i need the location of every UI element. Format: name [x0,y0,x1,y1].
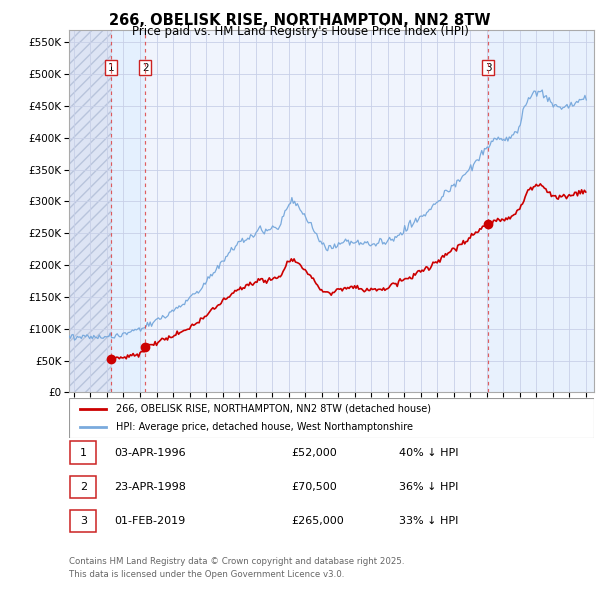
Text: 36% ↓ HPI: 36% ↓ HPI [399,482,458,491]
Text: 3: 3 [80,516,87,526]
Text: 33% ↓ HPI: 33% ↓ HPI [399,516,458,526]
Text: 23-APR-1998: 23-APR-1998 [114,482,186,491]
Text: Contains HM Land Registry data © Crown copyright and database right 2025.
This d: Contains HM Land Registry data © Crown c… [69,557,404,579]
Text: 266, OBELISK RISE, NORTHAMPTON, NN2 8TW: 266, OBELISK RISE, NORTHAMPTON, NN2 8TW [109,13,491,28]
Text: 03-APR-1996: 03-APR-1996 [114,448,185,457]
Text: 40% ↓ HPI: 40% ↓ HPI [399,448,458,457]
Text: 1: 1 [80,448,87,457]
Text: £70,500: £70,500 [291,482,337,491]
Text: £265,000: £265,000 [291,516,344,526]
Text: 3: 3 [485,63,491,73]
Text: Price paid vs. HM Land Registry's House Price Index (HPI): Price paid vs. HM Land Registry's House … [131,25,469,38]
Text: 01-FEB-2019: 01-FEB-2019 [114,516,185,526]
Text: HPI: Average price, detached house, West Northamptonshire: HPI: Average price, detached house, West… [116,421,413,431]
Text: £52,000: £52,000 [291,448,337,457]
Text: 2: 2 [80,482,87,491]
Text: 2: 2 [142,63,148,73]
Text: 1: 1 [108,63,115,73]
Text: 266, OBELISK RISE, NORTHAMPTON, NN2 8TW (detached house): 266, OBELISK RISE, NORTHAMPTON, NN2 8TW … [116,404,431,414]
